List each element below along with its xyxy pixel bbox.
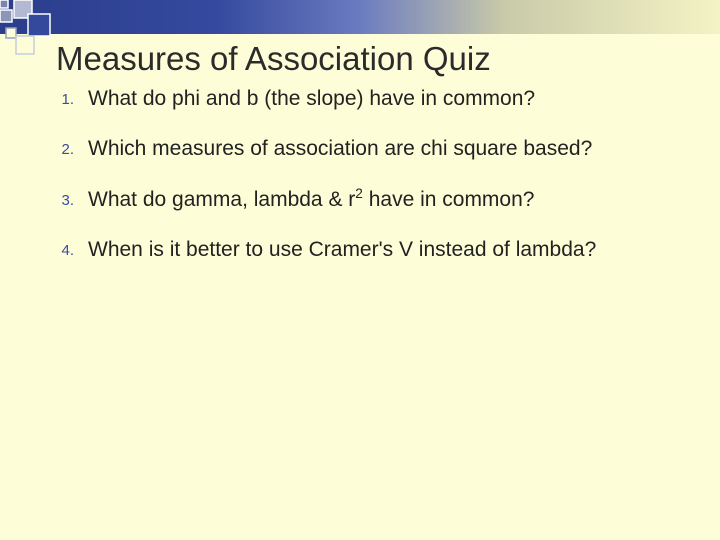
question-text: What do phi and b (the slope) have in co… bbox=[88, 87, 535, 110]
question-text: When is it better to use Cramer's V inst… bbox=[88, 238, 596, 261]
question-text: What do gamma, lambda & r2 have in commo… bbox=[88, 188, 534, 211]
header-gradient-bar bbox=[0, 0, 720, 34]
question-item: What do gamma, lambda & r2 have in commo… bbox=[56, 187, 684, 213]
question-item: When is it better to use Cramer's V inst… bbox=[56, 237, 684, 263]
question-text: Which measures of association are chi sq… bbox=[88, 137, 592, 160]
question-item: What do phi and b (the slope) have in co… bbox=[56, 86, 684, 112]
slide-title: Measures of Association Quiz bbox=[56, 40, 684, 78]
question-list: What do phi and b (the slope) have in co… bbox=[56, 86, 684, 263]
slide-content: Measures of Association Quiz What do phi… bbox=[0, 34, 720, 263]
corner-decoration bbox=[0, 0, 64, 64]
question-item: Which measures of association are chi sq… bbox=[56, 136, 684, 162]
